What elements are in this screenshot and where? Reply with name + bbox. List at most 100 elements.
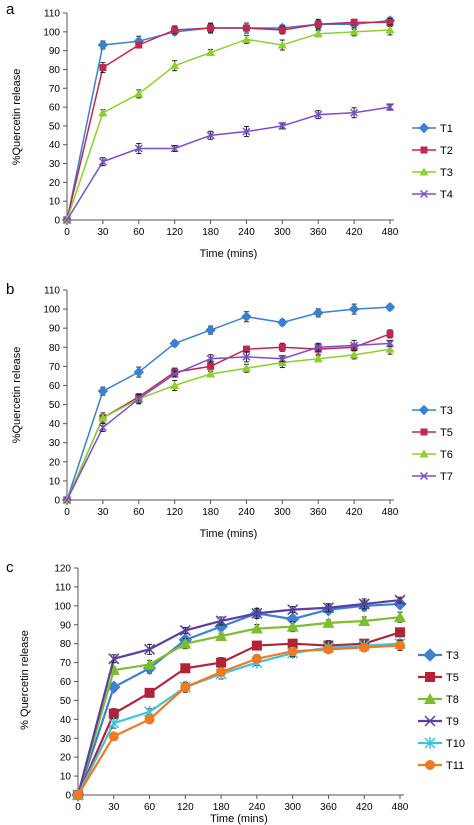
- legend-marker: [419, 449, 429, 458]
- data-point: [170, 61, 180, 70]
- y-tick-label: 50: [49, 121, 61, 132]
- data-point: [97, 385, 109, 397]
- legend-item-T7: T7: [412, 471, 453, 483]
- y-tick-label: 30: [49, 438, 61, 449]
- y-tick-label: 90: [49, 46, 61, 57]
- data-point: [278, 343, 286, 351]
- data-point: [215, 615, 227, 627]
- y-tick-label: 40: [49, 140, 61, 151]
- data-point: [108, 731, 119, 742]
- series-T6: [62, 343, 395, 504]
- x-tick-label: 300: [274, 507, 291, 518]
- legend-item-T3: T3: [412, 167, 453, 179]
- data-point: [205, 324, 216, 336]
- series-T5: [73, 627, 405, 800]
- data-point: [170, 369, 179, 379]
- data-point: [277, 40, 287, 49]
- legend-marker: [424, 693, 436, 704]
- legend-label: T10: [446, 738, 465, 750]
- x-tick-label: 120: [166, 507, 183, 518]
- y-axis-label: %Quercetin release: [11, 69, 23, 166]
- legend-marker: [424, 737, 436, 749]
- data-point: [286, 620, 299, 632]
- y-tick-label: 80: [49, 65, 61, 76]
- y-tick-label: 60: [49, 381, 61, 392]
- data-point: [206, 354, 215, 363]
- legend-label: T8: [446, 694, 459, 706]
- x-tick-label: 240: [238, 507, 255, 518]
- x-tick-label: 180: [202, 227, 219, 238]
- series-line: [66, 19, 391, 221]
- series-line: [77, 642, 401, 796]
- panel-label: a: [6, 1, 15, 18]
- panel-c: c 0 10 20 30 40 50 60 70 80 90 100 110 120 0 30 60 120 180…: [6, 559, 465, 825]
- data-point: [73, 790, 83, 800]
- data-point: [134, 89, 144, 98]
- data-point: [180, 663, 191, 674]
- x-tick-label: 180: [202, 507, 219, 518]
- x-tick-label: 480: [382, 507, 399, 518]
- data-point: [215, 630, 228, 642]
- legend-item-T4: T4: [412, 189, 453, 201]
- legend-item-T3: T3: [418, 648, 459, 662]
- y-tick-label: 30: [60, 734, 72, 745]
- data-point: [350, 108, 359, 117]
- series-line: [76, 631, 401, 796]
- data-point: [99, 64, 107, 72]
- y-tick-label: 110: [44, 9, 60, 20]
- data-point: [385, 344, 395, 353]
- data-point: [385, 103, 395, 112]
- legend-item-T8: T8: [418, 693, 459, 706]
- legend-marker: [418, 404, 430, 416]
- data-point: [207, 362, 215, 370]
- x-tick-label: 360: [310, 227, 327, 238]
- data-point: [108, 717, 120, 730]
- data-point: [144, 643, 156, 655]
- x-tick-label: 120: [177, 802, 194, 813]
- legend-marker: [425, 672, 435, 682]
- x-tick-label: 0: [75, 802, 81, 813]
- series-T7: [62, 339, 395, 505]
- y-tick-label: 50: [49, 400, 61, 411]
- data-point: [251, 607, 263, 619]
- panel-a: a 0 10 20 30 40 50 60 70 80 90 100 110 0 30 60 120 180 240…: [6, 1, 453, 260]
- series-T11: [73, 640, 405, 800]
- panel-label: c: [6, 559, 14, 576]
- y-tick-label: 0: [54, 216, 60, 227]
- data-point: [108, 653, 120, 665]
- data-point: [394, 611, 406, 623]
- series-T8: [72, 611, 406, 800]
- series-line: [76, 602, 401, 796]
- series-T3: [61, 301, 396, 506]
- legend-item-T5: T5: [418, 672, 459, 684]
- series-T9: [72, 594, 406, 801]
- data-point: [322, 602, 334, 614]
- data-point: [98, 108, 108, 117]
- legend-label: T2: [440, 145, 453, 157]
- x-tick-label: 30: [97, 227, 109, 238]
- data-point: [135, 41, 143, 49]
- y-tick-label: 70: [49, 362, 61, 373]
- x-axis-label: Time (mins): [210, 813, 268, 825]
- data-point: [385, 25, 395, 34]
- x-tick-label: 300: [274, 227, 291, 238]
- legend-marker: [423, 648, 437, 662]
- data-point: [62, 495, 72, 505]
- x-tick-label: 60: [144, 802, 156, 813]
- data-point: [108, 708, 119, 719]
- legend-item-T6: T6: [412, 449, 453, 461]
- data-point: [133, 366, 144, 378]
- data-point: [242, 352, 251, 361]
- y-tick-label: 10: [60, 772, 72, 783]
- legend-label: T3: [440, 167, 453, 179]
- y-tick-label: 110: [55, 582, 71, 593]
- series-line: [66, 29, 391, 221]
- x-tick-label: 420: [346, 227, 363, 238]
- y-tick-label: 60: [60, 677, 72, 688]
- legend-label: T3: [440, 405, 453, 417]
- x-tick-label: 360: [320, 802, 337, 813]
- y-tick-label: 110: [44, 286, 60, 297]
- legend-marker: [425, 760, 435, 770]
- legend-label: T5: [440, 427, 453, 439]
- data-point: [314, 110, 323, 119]
